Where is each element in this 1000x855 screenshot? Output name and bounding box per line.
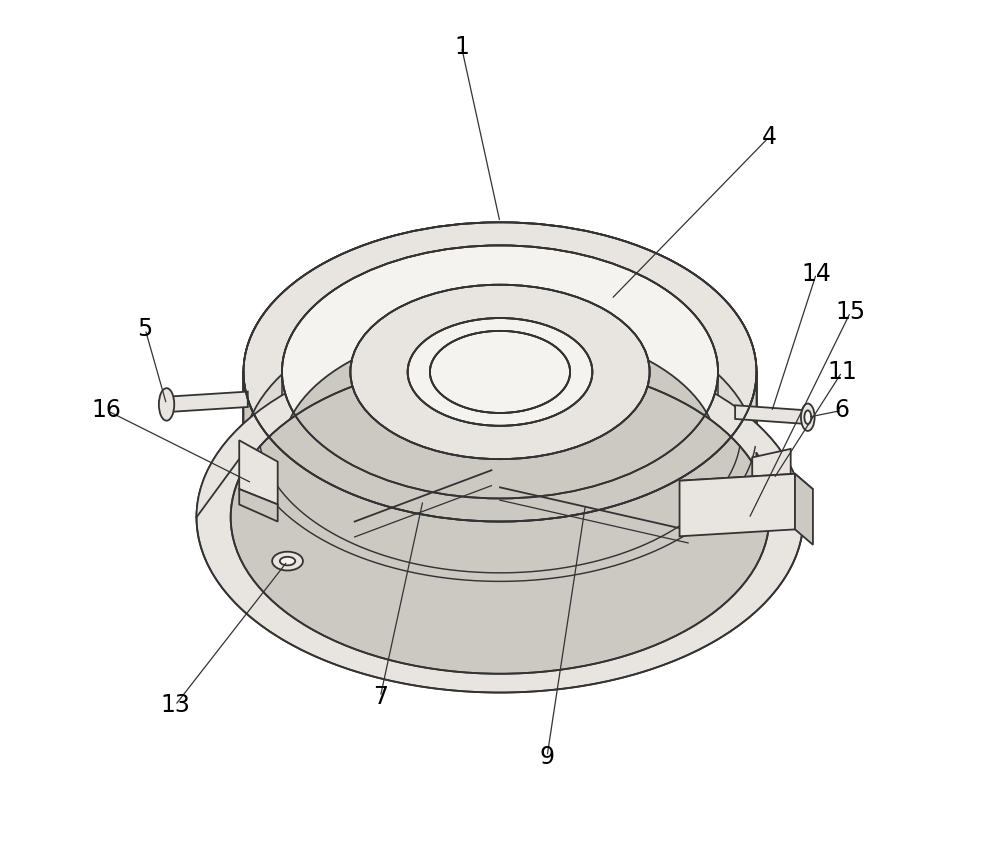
Ellipse shape xyxy=(801,404,815,431)
Text: 15: 15 xyxy=(835,300,866,324)
Ellipse shape xyxy=(272,551,303,570)
Text: 6: 6 xyxy=(834,398,850,422)
Text: 16: 16 xyxy=(92,398,122,422)
Text: 14: 14 xyxy=(801,262,831,286)
Ellipse shape xyxy=(231,361,769,674)
Text: 4: 4 xyxy=(762,125,777,149)
Ellipse shape xyxy=(159,388,174,421)
Text: 11: 11 xyxy=(827,360,857,384)
Polygon shape xyxy=(239,489,278,522)
Ellipse shape xyxy=(243,304,757,603)
Polygon shape xyxy=(752,449,791,496)
Ellipse shape xyxy=(350,285,650,459)
Polygon shape xyxy=(680,474,795,536)
Polygon shape xyxy=(752,487,791,513)
Polygon shape xyxy=(680,474,813,496)
Text: 7: 7 xyxy=(373,685,388,709)
Ellipse shape xyxy=(408,318,592,426)
Polygon shape xyxy=(196,305,460,517)
Polygon shape xyxy=(516,222,757,453)
Ellipse shape xyxy=(196,342,804,693)
Ellipse shape xyxy=(282,245,718,498)
Polygon shape xyxy=(239,440,278,504)
Polygon shape xyxy=(540,305,804,517)
Ellipse shape xyxy=(243,222,757,522)
Text: 13: 13 xyxy=(160,693,190,717)
Text: 5: 5 xyxy=(138,317,153,341)
Ellipse shape xyxy=(804,410,811,424)
Ellipse shape xyxy=(280,557,295,565)
Polygon shape xyxy=(795,474,813,545)
Ellipse shape xyxy=(282,327,718,580)
Polygon shape xyxy=(735,405,808,424)
Polygon shape xyxy=(167,392,248,412)
Text: 1: 1 xyxy=(454,35,469,59)
Text: 9: 9 xyxy=(540,745,555,769)
Polygon shape xyxy=(243,222,484,453)
